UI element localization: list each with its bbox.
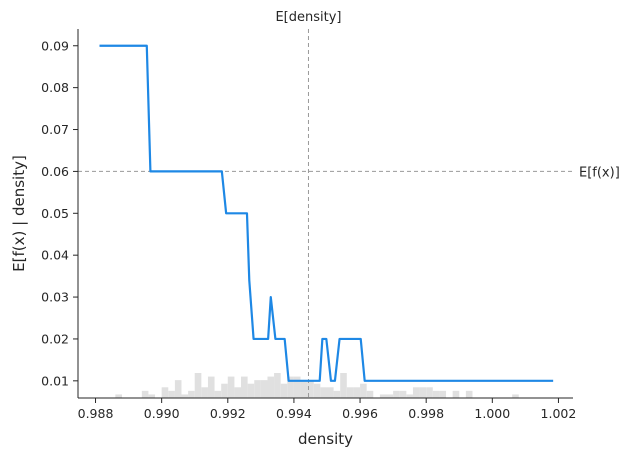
histogram-bar (260, 380, 268, 398)
histogram-bar (188, 390, 195, 398)
histogram-bar (168, 390, 175, 398)
expected-density-label: E[density] (275, 10, 341, 25)
y-tick-label: 0.07 (41, 122, 69, 137)
x-tick-label: 0.988 (78, 406, 114, 421)
x-axis-title: density (298, 430, 353, 448)
y-tick-label: 0.04 (41, 248, 69, 263)
histogram-bar (307, 380, 314, 398)
histogram-bar (353, 387, 361, 398)
x-tick-label: 0.990 (144, 406, 180, 421)
histogram-bar (274, 373, 281, 398)
histogram-bar (386, 394, 394, 398)
histogram-bar (379, 394, 387, 398)
histogram-bar (393, 390, 400, 398)
histogram-bar (512, 394, 519, 398)
y-tick-label: 0.08 (41, 80, 69, 95)
histogram-bar (254, 380, 261, 398)
histogram-bar (340, 373, 347, 398)
histogram-bar (280, 383, 288, 398)
histogram-bar (439, 390, 447, 398)
y-tick-label: 0.09 (41, 38, 69, 53)
histogram-bar (293, 376, 301, 398)
feature-histogram (115, 373, 519, 398)
histogram-bar (412, 387, 420, 398)
histogram-bar (174, 380, 182, 398)
y-tick-label: 0.05 (41, 206, 69, 221)
y-tick-label: 0.06 (41, 164, 69, 179)
histogram-bar (366, 390, 374, 398)
histogram-bar (115, 394, 122, 398)
expected-prediction-label: E[f(x)] (579, 165, 620, 180)
histogram-bar (221, 383, 228, 398)
y-tick-label: 0.02 (41, 331, 69, 346)
histogram-bar (287, 376, 294, 398)
x-tick-label: 1.000 (474, 406, 510, 421)
histogram-bar (247, 383, 255, 398)
histogram-bar (360, 383, 367, 398)
y-tick-label: 0.01 (41, 373, 69, 388)
histogram-bar (214, 390, 222, 398)
histogram-bar (234, 387, 242, 398)
histogram-bar (326, 387, 334, 398)
x-tick-label: 1.002 (541, 406, 577, 421)
reference-lines: E[density] E[f(x)] (78, 10, 620, 398)
histogram-bar (141, 390, 149, 398)
histogram-bar (313, 383, 321, 398)
histogram-bar (181, 394, 189, 398)
histogram-bar (207, 376, 215, 398)
histogram-bar (406, 394, 413, 398)
histogram-bar (333, 390, 341, 398)
x-ticks: 0.988 0.990 0.992 0.994 0.996 0.998 1.000 1.002 (78, 398, 577, 421)
histogram-bar (346, 387, 354, 398)
histogram-bar (419, 387, 427, 398)
histogram-bar (320, 387, 327, 398)
histogram-bar (201, 387, 208, 398)
y-tick-label: 0.03 (41, 290, 69, 305)
axes: 0.988 0.990 0.992 0.994 0.996 0.998 1.000 1.002… (41, 29, 576, 421)
histogram-bar (267, 376, 275, 398)
partial-dependence-line (99, 44, 554, 382)
histogram-bar (161, 387, 169, 398)
histogram-bar (465, 390, 473, 398)
x-tick-label: 0.994 (276, 406, 312, 421)
x-tick-label: 0.992 (210, 406, 246, 421)
histogram-bar (432, 390, 440, 398)
y-axis-title: E[f(x) | density] (10, 155, 28, 272)
x-tick-label: 0.996 (342, 406, 378, 421)
histogram-bar (241, 376, 248, 398)
histogram-bar (148, 394, 156, 398)
histogram-bar (194, 373, 202, 398)
y-ticks: 0.01 0.02 0.03 0.04 0.05 0.06 0.07 0.08 0.09 (41, 38, 78, 388)
histogram-bar (300, 380, 308, 398)
histogram-bar (426, 387, 433, 398)
x-tick-label: 0.998 (408, 406, 444, 421)
histogram-bar (452, 390, 460, 398)
histogram-bar (227, 376, 235, 398)
histogram-bar (399, 390, 407, 398)
